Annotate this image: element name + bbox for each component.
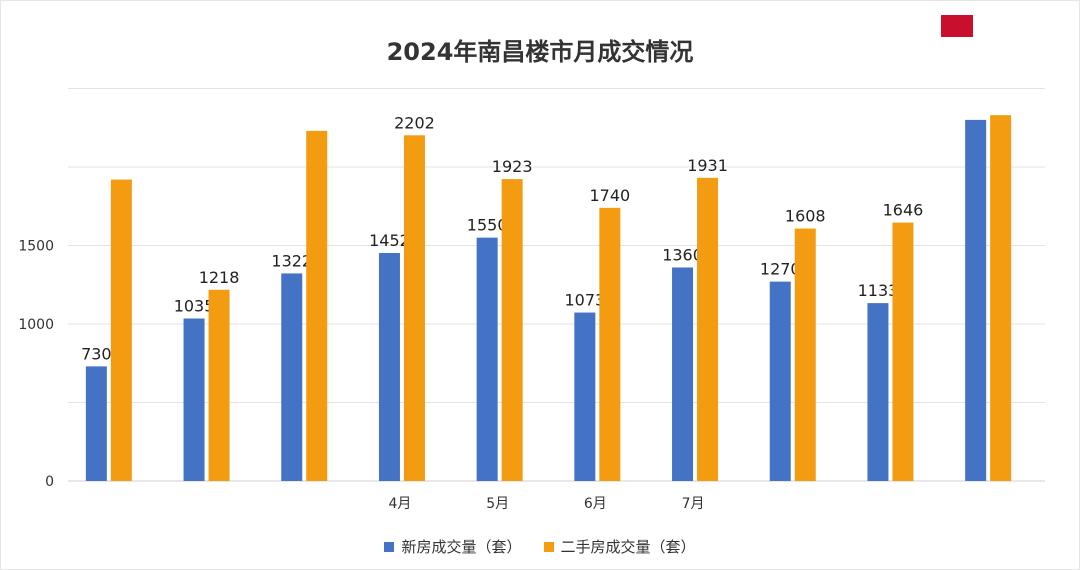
data-label-new-homes: 1322	[271, 251, 312, 270]
watermark-logo	[941, 15, 973, 37]
bar-resale-homes	[599, 207, 621, 481]
bar-new-homes	[85, 366, 107, 481]
chart-title: 2024年南昌楼市月成交情况	[386, 38, 694, 66]
legend-item-resale-homes: 二手房成交量（套）	[543, 536, 696, 557]
bar-new-homes	[672, 267, 694, 481]
bar-resale-homes	[306, 130, 328, 481]
legend-swatch-resale-homes	[543, 541, 554, 552]
data-label-resale-homes: 2202	[394, 113, 435, 132]
data-label-new-homes: 1270	[760, 260, 801, 279]
x-tick-label: 6月	[584, 496, 607, 512]
bar-new-homes	[965, 119, 987, 482]
data-label-new-homes: 1073	[564, 291, 605, 310]
data-label-new-homes: 1452	[369, 231, 410, 250]
bar-resale-homes	[697, 177, 719, 481]
legend-swatch-new-homes	[384, 541, 395, 552]
y-tick-label: 0	[45, 474, 54, 490]
x-tick-label: 4月	[388, 496, 411, 512]
bar-new-homes	[769, 281, 791, 481]
data-label-new-homes: 730	[81, 344, 112, 363]
data-label-new-homes: 1133	[858, 281, 899, 300]
data-label-new-homes: 1035	[174, 297, 215, 316]
bar-new-homes	[183, 318, 205, 481]
data-label-new-homes: 1360	[662, 245, 703, 264]
y-tick-label: 1000	[18, 317, 54, 333]
legend-item-new-homes: 新房成交量（套）	[384, 536, 522, 557]
data-label-resale-homes: 1646	[883, 201, 924, 220]
bar-resale-homes	[208, 289, 230, 481]
data-label-resale-homes: 1218	[199, 268, 240, 287]
data-label-new-homes: 1550	[467, 216, 508, 235]
bar-resale-homes	[110, 179, 132, 481]
legend-label-new-homes: 新房成交量（套）	[401, 538, 522, 556]
data-label-resale-homes: 1608	[785, 207, 826, 226]
bar-resale-homes	[990, 115, 1012, 481]
bar-new-homes	[574, 312, 596, 481]
bar-new-homes	[281, 273, 303, 481]
y-tick-label: 1500	[18, 239, 54, 255]
chart-legend: 新房成交量（套） 二手房成交量（套）	[0, 536, 1080, 557]
data-label-resale-homes: 1740	[589, 186, 630, 205]
bar-resale-homes	[892, 222, 914, 481]
legend-label-resale-homes: 二手房成交量（套）	[560, 538, 696, 556]
bar-resale-homes	[794, 228, 816, 481]
data-label-resale-homes: 1923	[492, 157, 533, 176]
data-label-resale-homes: 1931	[687, 156, 728, 175]
bar-new-homes	[378, 253, 400, 481]
bar-resale-homes	[403, 135, 425, 481]
bar-new-homes	[867, 303, 889, 481]
bar-resale-homes	[501, 179, 523, 482]
x-tick-label: 7月	[682, 496, 705, 512]
bar-new-homes	[476, 237, 498, 481]
x-tick-label: 5月	[486, 496, 509, 512]
